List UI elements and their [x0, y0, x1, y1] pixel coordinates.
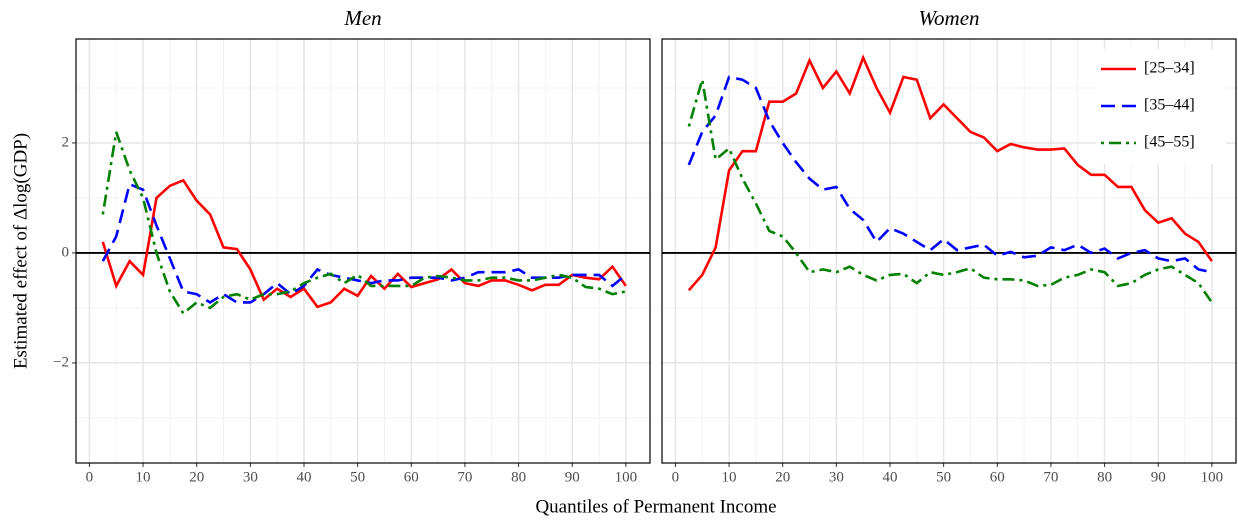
x-tick-label: 30 — [829, 469, 844, 485]
y-axis-label: Estimated effect of Δlog(GDP) — [10, 133, 31, 369]
line — [687, 54, 1213, 292]
y-tick-label: −2 — [53, 354, 69, 370]
x-tick-label: 70 — [1043, 469, 1058, 485]
line — [101, 178, 627, 309]
x-tick-label: 50 — [350, 469, 365, 485]
x-tick-label: 60 — [404, 469, 419, 485]
legend-label: [25–34] — [1144, 60, 1195, 77]
x-tick-label: 10 — [136, 469, 151, 485]
x-tick-label: 60 — [990, 469, 1005, 485]
x-tick-label: 80 — [1097, 469, 1112, 485]
x-tick-label: 10 — [722, 469, 737, 485]
x-tick-label: 30 — [243, 469, 258, 485]
x-tick-label: 40 — [296, 469, 311, 485]
panel-title: Women — [918, 6, 979, 30]
legend-label: [45–55] — [1144, 134, 1195, 151]
panel-border — [75, 38, 651, 464]
x-tick-label: 90 — [1151, 469, 1166, 485]
x-tick-label: 0 — [672, 469, 680, 485]
line — [687, 79, 1213, 304]
line — [101, 131, 627, 316]
y-tick-label: 0 — [62, 244, 70, 260]
panel-border — [661, 38, 1237, 464]
panel-title: Men — [343, 6, 381, 30]
x-tick-label: 40 — [882, 469, 897, 485]
x-axis-label: Quantiles of Permanent Income — [535, 496, 776, 517]
x-tick-label: 100 — [615, 469, 638, 485]
x-tick-label: 20 — [189, 469, 204, 485]
x-tick-label: 100 — [1201, 469, 1224, 485]
x-tick-label: 50 — [936, 469, 951, 485]
x-tick-label: 80 — [511, 469, 526, 485]
legend-label: [35–44] — [1144, 97, 1195, 114]
y-tick-label: 2 — [62, 134, 70, 150]
x-tick-label: 90 — [565, 469, 580, 485]
line — [101, 182, 627, 304]
x-tick-label: 20 — [775, 469, 790, 485]
x-tick-label: 0 — [86, 469, 94, 485]
line — [687, 75, 1213, 274]
x-tick-label: 70 — [457, 469, 472, 485]
